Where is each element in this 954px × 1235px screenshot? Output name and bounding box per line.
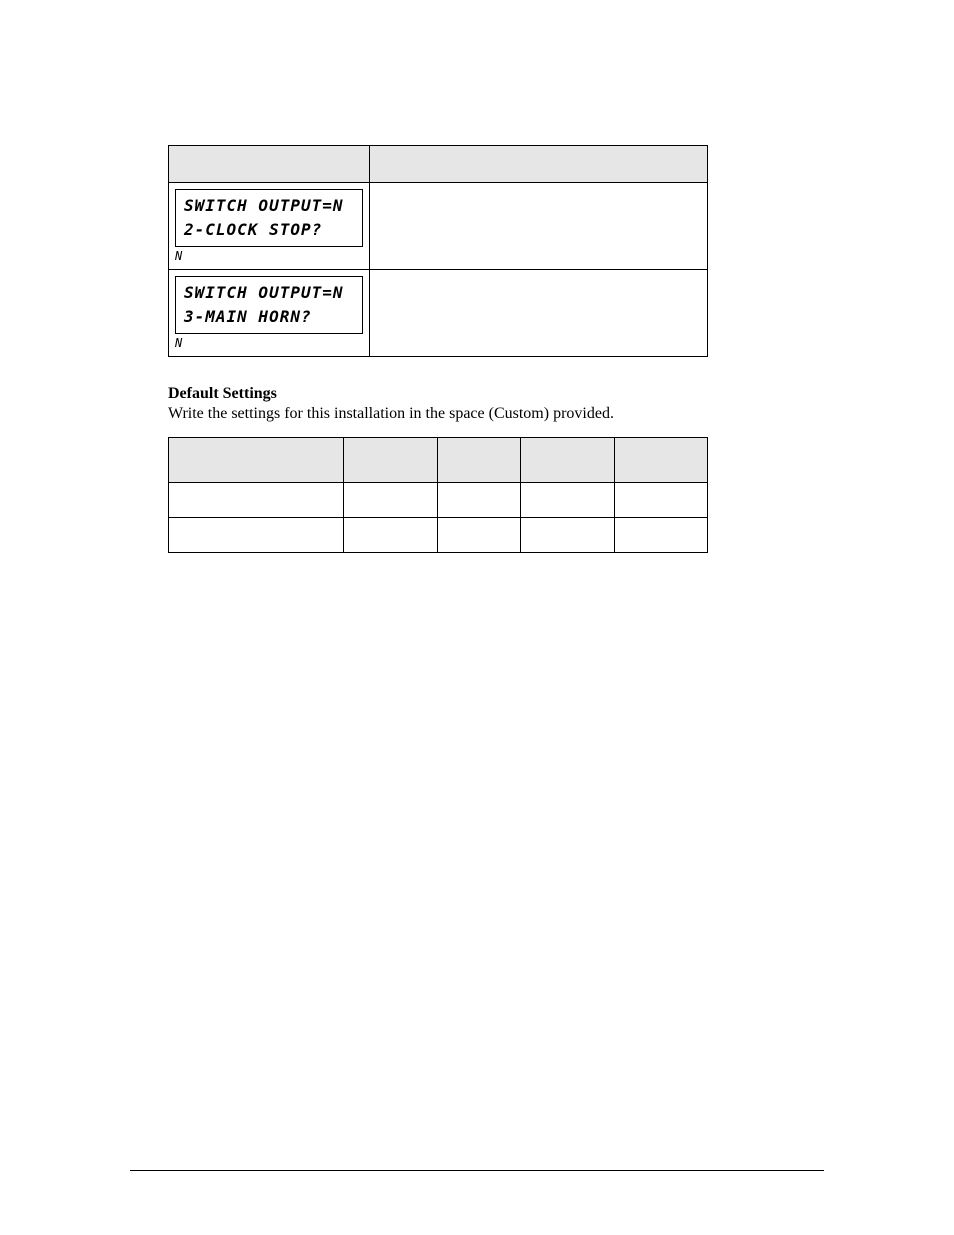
lcd-action-table: LCD Action SWITCH OUTPUT=N 2-CLOCK STOP?… <box>168 145 708 357</box>
lcd-screen: SWITCH OUTPUT=N 2-CLOCK STOP? <box>175 189 363 247</box>
setting-sw1 <box>438 518 520 553</box>
setting-sw3 <box>615 518 708 553</box>
page-content: LCD Action SWITCH OUTPUT=N 2-CLOCK STOP?… <box>0 0 954 553</box>
setting-default <box>343 518 438 553</box>
lcd-line1: SWITCH OUTPUT=N <box>184 283 344 302</box>
col-setting-header: Setting <box>169 438 344 483</box>
lcd-hint: N <box>175 249 183 263</box>
setting-label: Switch Output <box>169 483 344 518</box>
lcd-line2: 2-CLOCK STOP? <box>184 220 322 239</box>
col-action-header: Action <box>370 146 708 183</box>
table-header-row: LCD Action <box>169 146 708 183</box>
col-sw2-header: SW2 <box>520 438 615 483</box>
lcd-hint: N <box>175 336 183 350</box>
setting-sw3 <box>615 483 708 518</box>
lcd-screen: SWITCH OUTPUT=N 3-MAIN HORN? <box>175 276 363 334</box>
col-sw1-header: SW1 <box>438 438 520 483</box>
setting-sw2 <box>520 518 615 553</box>
table-row: Switch Output — <box>169 483 708 518</box>
settings-table: Setting Default SW1 SW2 SW3 Switch Outpu… <box>168 437 708 553</box>
lcd-cell: SWITCH OUTPUT=N 2-CLOCK STOP? N <box>169 183 370 270</box>
table-row: Custom <box>169 518 708 553</box>
setting-sw2 <box>520 483 615 518</box>
lcd-line2: 3-MAIN HORN? <box>184 307 312 326</box>
setting-label: Custom <box>169 518 344 553</box>
setting-sw1 <box>438 483 520 518</box>
table-row: SWITCH OUTPUT=N 3-MAIN HORN? N <box>169 270 708 357</box>
setting-default: — <box>343 483 438 518</box>
col-lcd-header: LCD <box>169 146 370 183</box>
section-body: Write the settings for this installation… <box>168 405 814 423</box>
col-default-header: Default <box>343 438 438 483</box>
footer-divider <box>130 1170 824 1171</box>
document-page: LCD Action SWITCH OUTPUT=N 2-CLOCK STOP?… <box>0 0 954 1235</box>
lcd-cell: SWITCH OUTPUT=N 3-MAIN HORN? N <box>169 270 370 357</box>
action-cell <box>370 270 708 357</box>
table-header-row: Setting Default SW1 SW2 SW3 <box>169 438 708 483</box>
col-sw3-header: SW3 <box>615 438 708 483</box>
lcd-line1: SWITCH OUTPUT=N <box>184 196 344 215</box>
section-heading: Default Settings <box>168 385 814 403</box>
action-cell <box>370 183 708 270</box>
table-row: SWITCH OUTPUT=N 2-CLOCK STOP? N <box>169 183 708 270</box>
